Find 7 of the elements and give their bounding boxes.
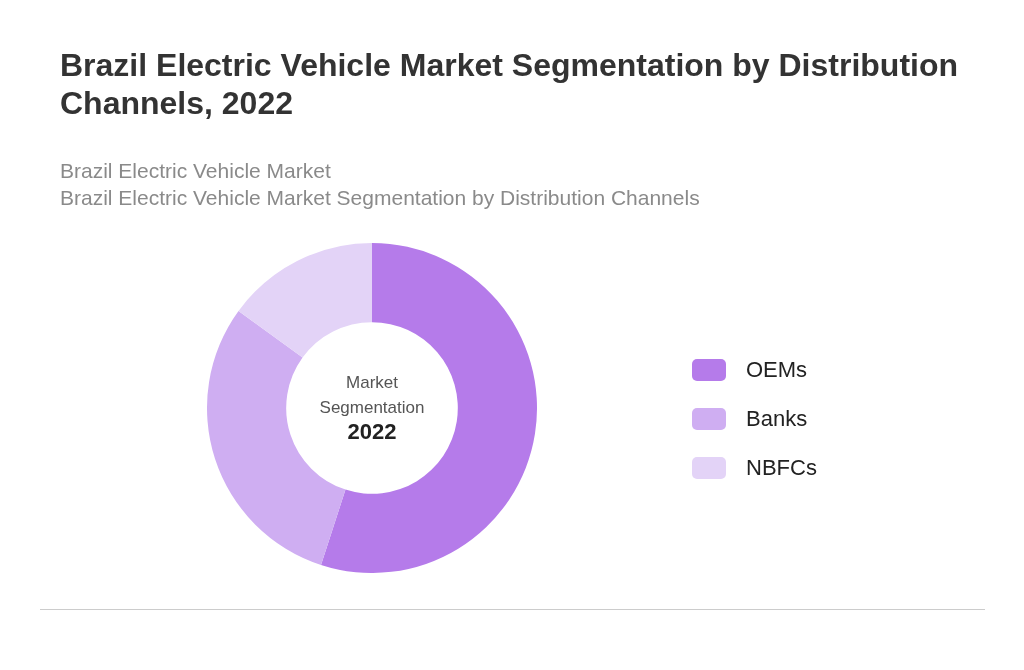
text: Market Segmentation [319,372,425,417]
legend-label: OEMs [746,356,808,383]
legend-label: Banks [746,405,808,432]
legend-label: NBFCs [746,454,817,481]
chart-title: Brazil Electric Vehicle Market Segmentation by Distribution Channels, 2022 [60,46,959,122]
text: 2022 [347,419,397,445]
chart-subtitle: Brazil Electric Vehicle Market Brazil Electric Vehicle Market Segmentation by Distribution Channels [60,158,701,211]
